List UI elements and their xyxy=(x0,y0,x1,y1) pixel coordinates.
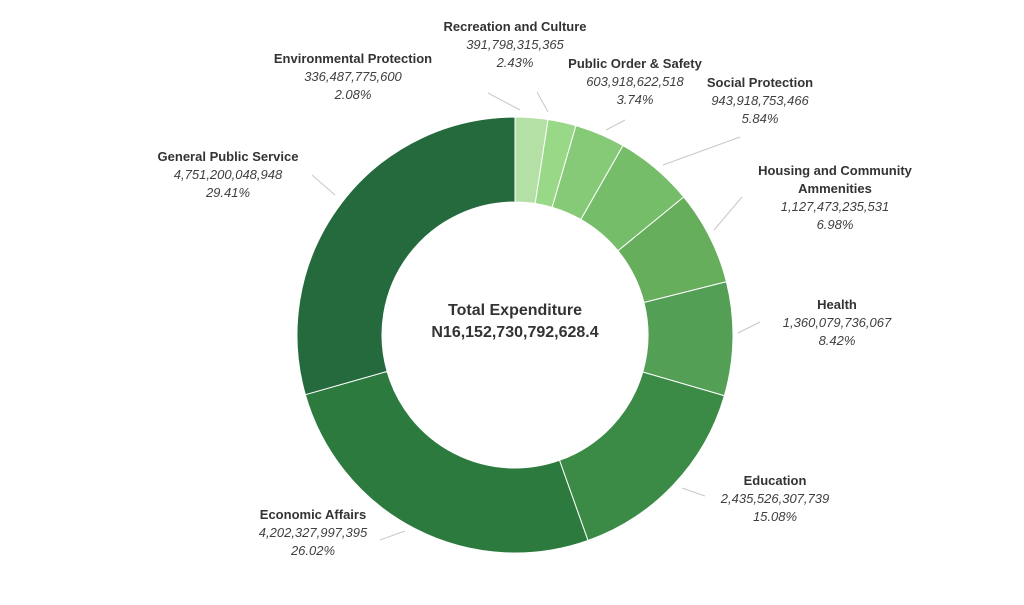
slice-name: Health xyxy=(817,297,857,312)
leader-line xyxy=(536,91,549,113)
slice-name: Economic Affairs xyxy=(259,507,367,522)
slice-label-public-order: Public Order & Safety 603,918,622,518 3.… xyxy=(560,55,710,109)
leader-line xyxy=(311,174,336,196)
slice-percent: 3.74% xyxy=(616,92,654,107)
slice-label-education: Education 2,435,526,307,739 15.08% xyxy=(700,472,850,526)
slice-value: 1,360,079,736,067 xyxy=(782,315,892,330)
slice-value: 603,918,622,518 xyxy=(586,74,684,89)
slice-value: 2,435,526,307,739 xyxy=(720,491,830,506)
donut-slice-economic-affairs xyxy=(304,370,589,554)
slice-percent: 6.98% xyxy=(816,217,854,232)
leader-line xyxy=(379,530,406,541)
slice-name: Environmental Protection xyxy=(273,51,433,66)
slice-value: 4,202,327,997,395 xyxy=(258,525,368,540)
slice-label-general-public-service: General Public Service 4,751,200,048,948… xyxy=(148,148,308,202)
slice-name: Housing and Community Ammenities xyxy=(758,163,912,196)
center-total: N16,152,730,792,628.4 xyxy=(431,324,599,341)
leader-line xyxy=(662,136,741,166)
slice-value: 1,127,473,235,531 xyxy=(780,199,890,214)
slice-name: Recreation and Culture xyxy=(443,19,587,34)
leader-line xyxy=(737,321,761,334)
center-summary: Total Expenditure N16,152,730,792,628.4 xyxy=(375,300,655,344)
slice-name: General Public Service xyxy=(157,149,299,164)
slice-percent: 26.02% xyxy=(290,543,336,558)
slice-label-recreation: Recreation and Culture 391,798,315,365 2… xyxy=(430,18,600,72)
donut-slice-general-public-service xyxy=(296,116,516,396)
slice-value: 336,487,775,600 xyxy=(304,69,402,84)
slice-value: 4,751,200,048,948 xyxy=(173,167,283,182)
slice-name: Social Protection xyxy=(706,75,814,90)
slice-name: Education xyxy=(743,473,807,488)
slice-percent: 2.43% xyxy=(496,55,534,70)
slice-percent: 5.84% xyxy=(741,111,779,126)
slice-label-social-protection: Social Protection 943,918,753,466 5.84% xyxy=(690,74,830,128)
slice-value: 391,798,315,365 xyxy=(466,37,564,52)
slice-percent: 2.08% xyxy=(334,87,372,102)
slice-label-environmental: Environmental Protection 336,487,775,600… xyxy=(263,50,443,104)
slice-label-health: Health 1,360,079,736,067 8.42% xyxy=(762,296,912,350)
center-title: Total Expenditure xyxy=(448,302,582,319)
leader-line xyxy=(681,487,706,497)
slice-percent: 15.08% xyxy=(752,509,798,524)
slice-value: 943,918,753,466 xyxy=(711,93,809,108)
slice-name: Public Order & Safety xyxy=(568,56,702,71)
leader-line xyxy=(713,196,743,231)
leader-line xyxy=(605,119,626,131)
leader-line xyxy=(487,92,521,111)
slice-percent: 8.42% xyxy=(818,333,856,348)
slice-label-economic-affairs: Economic Affairs 4,202,327,997,395 26.02… xyxy=(238,506,388,560)
slice-percent: 29.41% xyxy=(205,185,251,200)
slice-label-housing: Housing and Community Ammenities 1,127,4… xyxy=(752,162,918,234)
